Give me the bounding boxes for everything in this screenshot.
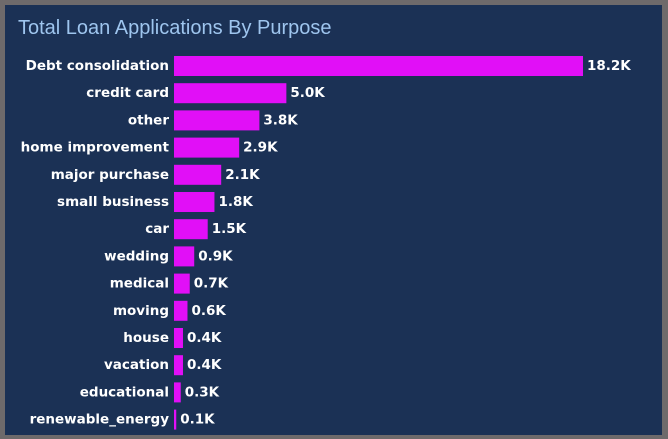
bar-chart: Debt consolidation credit card other home i… (21, 56, 631, 430)
data-label: 0.4K (187, 330, 222, 346)
category-label: wedding (104, 248, 169, 264)
bar-moving (174, 300, 188, 321)
data-label: 3.8K (263, 112, 298, 128)
data-label: 2.1K (225, 167, 260, 183)
data-label: 0.9K (198, 248, 233, 264)
bar-major-purchase (174, 164, 222, 185)
bar-vacation (174, 355, 183, 376)
bar-renewable-energy (174, 409, 177, 430)
data-label: 1.5K (212, 221, 247, 237)
chart-title: Total Loan Applications By Purpose (18, 17, 332, 39)
category-label: small business (57, 194, 169, 210)
bar-car (174, 219, 208, 240)
category-label: Debt consolidation (26, 58, 169, 74)
category-label: educational (80, 384, 169, 400)
bar-wedding (174, 246, 195, 267)
data-label: 0.7K (194, 276, 229, 292)
bar-home-improvement (174, 137, 240, 158)
data-label: 5.0K (290, 85, 325, 101)
bar-medical (174, 273, 190, 294)
data-label: 0.6K (191, 303, 226, 319)
category-label: credit card (86, 85, 169, 101)
bar-small-business (174, 192, 215, 212)
chart-panel: Total Loan Applications By Purpose Debt … (5, 5, 662, 435)
category-label: home improvement (21, 140, 170, 156)
bars (174, 56, 583, 430)
bar-credit-card (174, 83, 287, 104)
bar-educational (174, 382, 181, 403)
category-axis-labels: Debt consolidation credit card other home i… (21, 58, 170, 428)
data-label: 2.9K (243, 140, 278, 156)
data-label: 0.4K (187, 357, 222, 373)
data-labels: 18.2K 5.0K 3.8K 2.9K 2.1K 1.8K 1.5K 0.9K 0.7K 0.6… (180, 58, 631, 428)
category-label: moving (113, 303, 169, 319)
data-label: 18.2K (587, 58, 631, 74)
category-label: other (128, 112, 169, 128)
bar-house (174, 328, 183, 348)
category-label: renewable_energy (30, 412, 170, 428)
data-label: 0.3K (185, 384, 220, 400)
data-label: 1.8K (218, 194, 253, 210)
category-label: major purchase (51, 167, 169, 183)
data-label: 0.1K (180, 412, 215, 428)
bar-debt-consolidation (174, 56, 583, 76)
category-label: vacation (104, 357, 169, 373)
category-label: medical (110, 276, 169, 292)
bar-other (174, 110, 260, 131)
category-label: car (145, 221, 169, 237)
category-label: house (123, 330, 169, 346)
